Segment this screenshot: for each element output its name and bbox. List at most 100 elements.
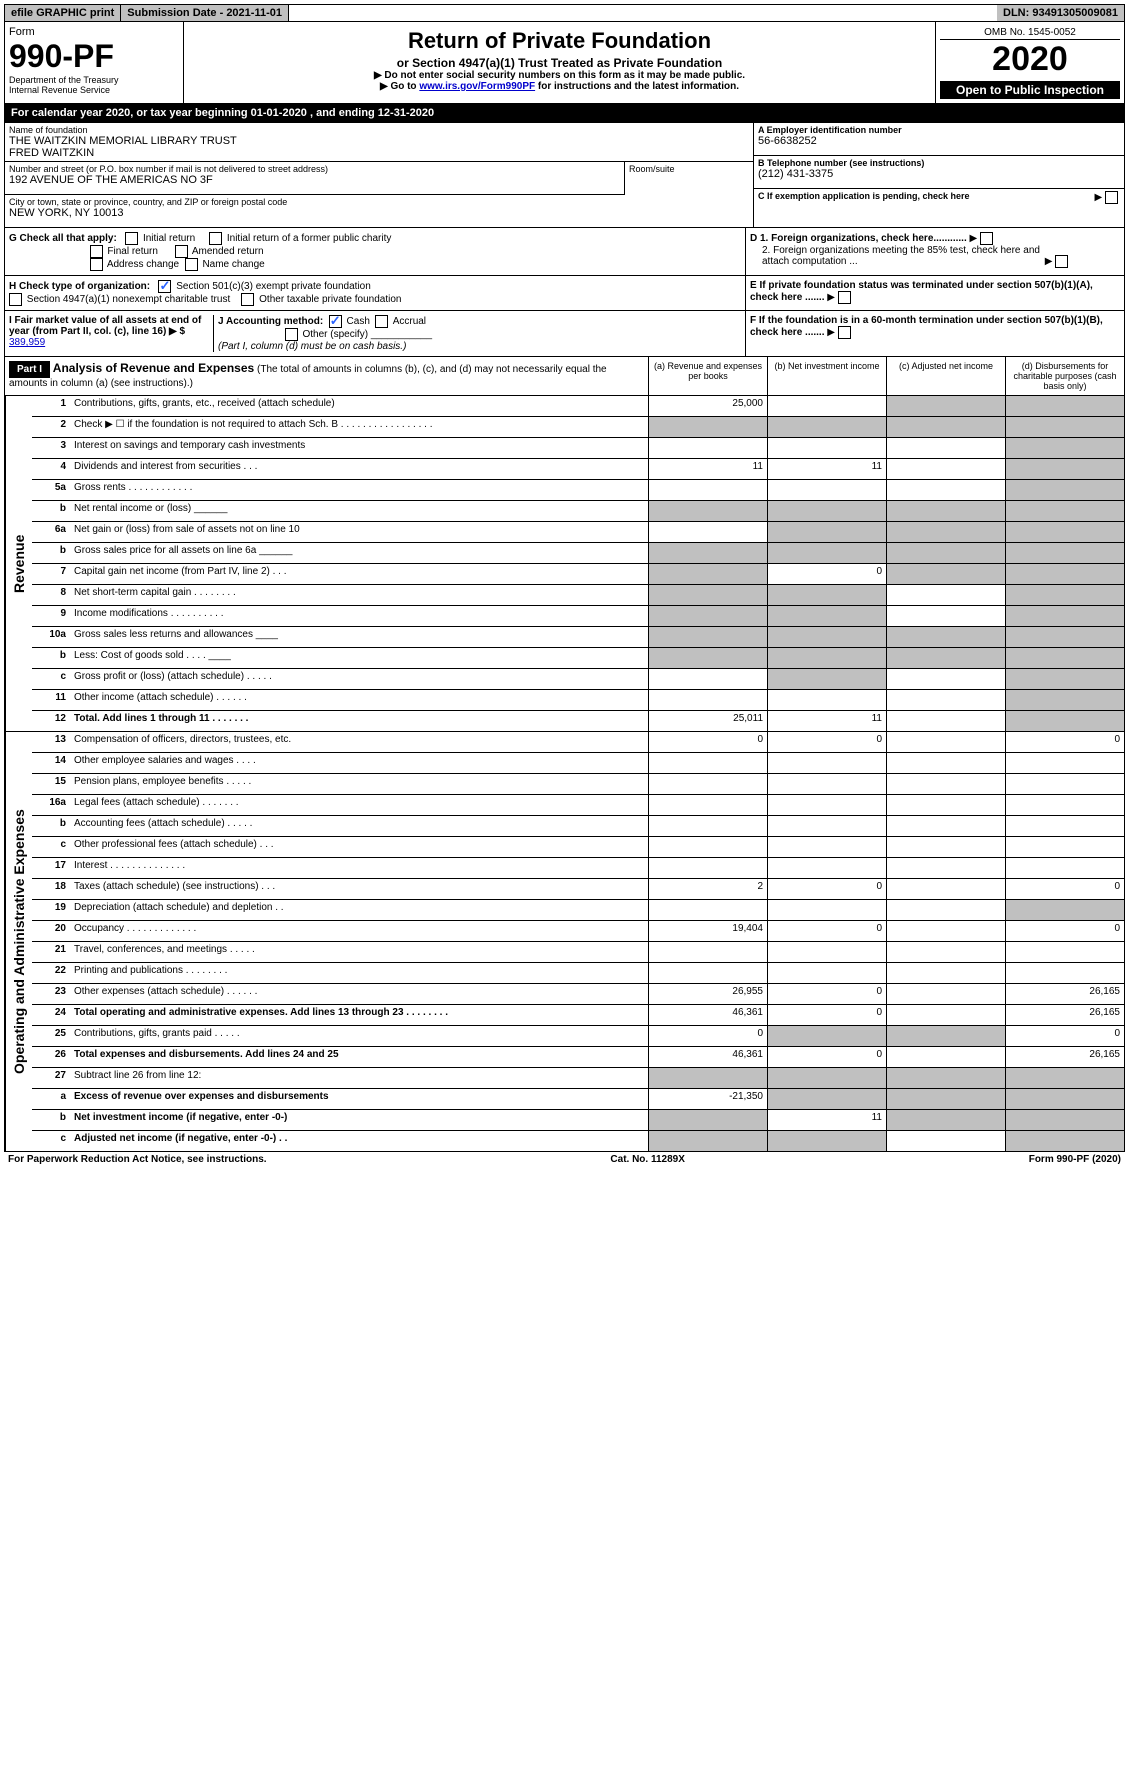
exemption-checkbox[interactable] <box>1105 191 1118 204</box>
cell-col-b <box>767 606 886 626</box>
row-number: 7 <box>32 564 70 584</box>
j-cell: J Accounting method: Cash Accrual Other … <box>214 315 741 352</box>
cell-col-a: 0 <box>648 732 767 752</box>
phone-cell: B Telephone number (see instructions) (2… <box>754 156 1124 189</box>
addr-change-checkbox[interactable] <box>90 258 103 271</box>
cell-col-b <box>767 627 886 647</box>
row-label: Pension plans, employee benefits . . . .… <box>70 774 648 794</box>
cell-col-a: 25,011 <box>648 711 767 731</box>
other-method-checkbox[interactable] <box>285 328 298 341</box>
cell-col-a: 46,361 <box>648 1005 767 1025</box>
cell-col-a: 2 <box>648 879 767 899</box>
cell-col-a <box>648 774 767 794</box>
row-number: 25 <box>32 1026 70 1046</box>
cell-col-c <box>886 1068 1005 1088</box>
accrual-checkbox[interactable] <box>375 315 388 328</box>
e-label: E If private foundation status was termi… <box>750 280 1093 303</box>
cell-col-c <box>886 1026 1005 1046</box>
s501-checkbox[interactable] <box>158 280 171 293</box>
table-row: 19Depreciation (attach schedule) and dep… <box>32 900 1124 921</box>
final-return-checkbox[interactable] <box>90 245 103 258</box>
cell-col-d <box>1005 1068 1124 1088</box>
cell-col-d <box>1005 816 1124 836</box>
cell-col-d: 26,165 <box>1005 1047 1124 1067</box>
table-row: 18Taxes (attach schedule) (see instructi… <box>32 879 1124 900</box>
row-number: b <box>32 648 70 668</box>
s4947-checkbox[interactable] <box>9 293 22 306</box>
other-taxable-checkbox[interactable] <box>241 293 254 306</box>
cell-col-c <box>886 837 1005 857</box>
form-number: 990-PF <box>9 38 179 75</box>
cell-col-b <box>767 480 886 500</box>
cell-col-d <box>1005 459 1124 479</box>
fmv-link[interactable]: 389,959 <box>9 337 45 348</box>
row-number: 5a <box>32 480 70 500</box>
row-label: Less: Cost of goods sold . . . . ____ <box>70 648 648 668</box>
cell-col-d <box>1005 606 1124 626</box>
cell-col-d <box>1005 690 1124 710</box>
page-footer: For Paperwork Reduction Act Notice, see … <box>4 1152 1125 1167</box>
row-label: Occupancy . . . . . . . . . . . . . <box>70 921 648 941</box>
table-row: 26Total expenses and disbursements. Add … <box>32 1047 1124 1068</box>
row-number: 20 <box>32 921 70 941</box>
cell-col-a: 25,000 <box>648 396 767 416</box>
cell-col-c <box>886 984 1005 1004</box>
initial-former-checkbox[interactable] <box>209 232 222 245</box>
d2-checkbox[interactable] <box>1055 255 1068 268</box>
footer-mid: Cat. No. 11289X <box>610 1154 684 1165</box>
d1-checkbox[interactable] <box>980 232 993 245</box>
row-label: Total. Add lines 1 through 11 . . . . . … <box>70 711 648 731</box>
e-checkbox[interactable] <box>838 291 851 304</box>
table-row: 12Total. Add lines 1 through 11 . . . . … <box>32 711 1124 731</box>
name-change-checkbox[interactable] <box>185 258 198 271</box>
dept-label: Department of the Treasury <box>9 75 179 85</box>
row-number: b <box>32 543 70 563</box>
row-label: Gross profit or (loss) (attach schedule)… <box>70 669 648 689</box>
cell-col-b <box>767 900 886 920</box>
cell-col-d <box>1005 1131 1124 1151</box>
row-label: Compensation of officers, directors, tru… <box>70 732 648 752</box>
cell-col-b <box>767 585 886 605</box>
cell-col-d <box>1005 858 1124 878</box>
cell-col-a <box>648 480 767 500</box>
cell-col-a <box>648 543 767 563</box>
irs-link[interactable]: www.irs.gov/Form990PF <box>419 81 535 92</box>
row-number: 12 <box>32 711 70 731</box>
form-word: Form <box>9 26 179 38</box>
cell-col-c <box>886 648 1005 668</box>
cell-col-c <box>886 774 1005 794</box>
table-row: 17Interest . . . . . . . . . . . . . . <box>32 858 1124 879</box>
row-label: Travel, conferences, and meetings . . . … <box>70 942 648 962</box>
expenses-table: Operating and Administrative Expenses 13… <box>4 732 1125 1152</box>
cell-col-a: 19,404 <box>648 921 767 941</box>
table-row: bLess: Cost of goods sold . . . . ____ <box>32 648 1124 669</box>
cell-col-c <box>886 921 1005 941</box>
row-label: Net short-term capital gain . . . . . . … <box>70 585 648 605</box>
form-subtitle: or Section 4947(a)(1) Trust Treated as P… <box>188 56 931 70</box>
cell-col-c <box>886 1005 1005 1025</box>
row-number: 8 <box>32 585 70 605</box>
cell-col-c <box>886 963 1005 983</box>
cell-col-d <box>1005 711 1124 731</box>
cell-col-d <box>1005 564 1124 584</box>
row-number: 3 <box>32 438 70 458</box>
cash-checkbox[interactable] <box>329 315 342 328</box>
cell-col-a <box>648 963 767 983</box>
amended-checkbox[interactable] <box>175 245 188 258</box>
row-number: 14 <box>32 753 70 773</box>
cell-col-b <box>767 543 886 563</box>
row-number: 18 <box>32 879 70 899</box>
cell-col-a <box>648 606 767 626</box>
cell-col-d <box>1005 753 1124 773</box>
dln-label: DLN: 93491305009081 <box>997 5 1124 21</box>
f-checkbox[interactable] <box>838 326 851 339</box>
row-label: Legal fees (attach schedule) . . . . . .… <box>70 795 648 815</box>
cell-col-c <box>886 711 1005 731</box>
cell-col-c <box>886 879 1005 899</box>
revenue-table: Revenue 1Contributions, gifts, grants, e… <box>4 396 1125 732</box>
inspection-label: Open to Public Inspection <box>940 81 1120 99</box>
initial-return-checkbox[interactable] <box>125 232 138 245</box>
row-number: 2 <box>32 417 70 437</box>
cell-col-a: 0 <box>648 1026 767 1046</box>
table-row: 21Travel, conferences, and meetings . . … <box>32 942 1124 963</box>
